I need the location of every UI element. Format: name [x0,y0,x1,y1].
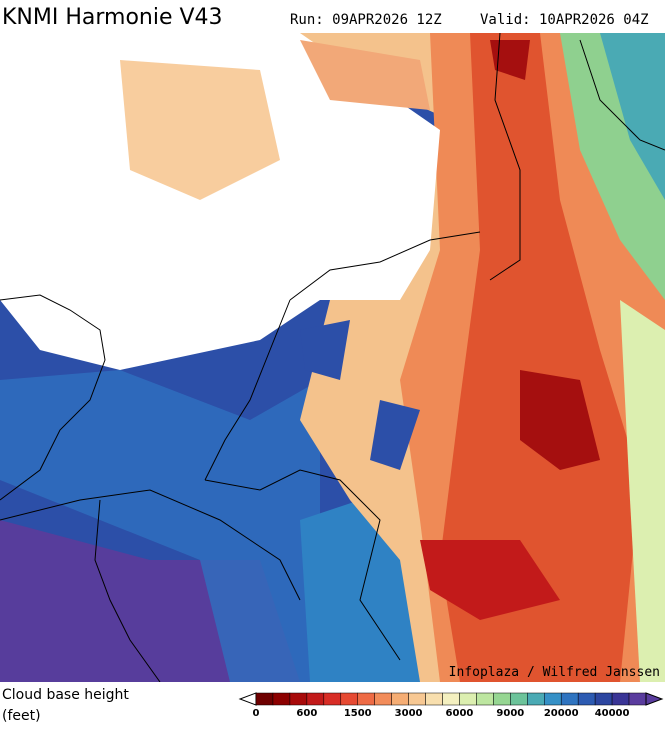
run-time: Run: 09APR2026 12Z [290,12,442,28]
colorbar-segment [527,692,545,706]
colorbar-segment [459,692,477,706]
colorbar-label: 20000 [544,708,579,719]
colorbar-segment [544,692,562,706]
title: KNMI Harmonie V43 [2,5,223,30]
credit: Infoplaza / Wilfred Janssen [449,665,660,680]
colorbar-label: 3000 [395,708,423,719]
colorbar-segment [408,692,426,706]
colorbar-arrow-right [645,692,664,706]
colorbar-label: 600 [296,708,317,719]
colorbar-arrow-left [238,692,257,706]
colorbar-segment [289,692,308,706]
colorbar-segment [611,692,630,706]
legend-title: Cloud base height [2,687,129,703]
colorbar: 0 600 1500 3000 6000 9000 20000 40000 [238,692,664,719]
colorbar-segment [628,692,647,706]
colorbar-segment [340,692,358,706]
colorbar-segment [560,692,579,706]
colorbar-segment [374,692,392,706]
valid-time: Valid: 10APR2026 04Z [480,12,649,28]
map-field [0,33,665,682]
colorbar-segment [323,692,342,706]
colorbar-segment [577,692,596,706]
colorbar-segment [510,692,528,706]
colorbar-segment [391,692,409,706]
colorbar-label: 6000 [446,708,474,719]
colorbar-segment [476,692,494,706]
colorbar-segment [594,692,613,706]
colorbar-label: 0 [253,708,260,719]
legend-unit: (feet) [2,708,41,724]
colorbar-label: 40000 [595,708,630,719]
colorbar-segment [272,692,291,706]
colorbar-label: 1500 [344,708,372,719]
colorbar-label: 9000 [496,708,524,719]
colorbar-segment [425,692,443,706]
colorbar-segment [255,692,274,706]
colorbar-segment [306,692,325,706]
colorbar-segment [493,692,511,706]
colorbar-segment [357,692,375,706]
colorbar-segment [442,692,460,706]
